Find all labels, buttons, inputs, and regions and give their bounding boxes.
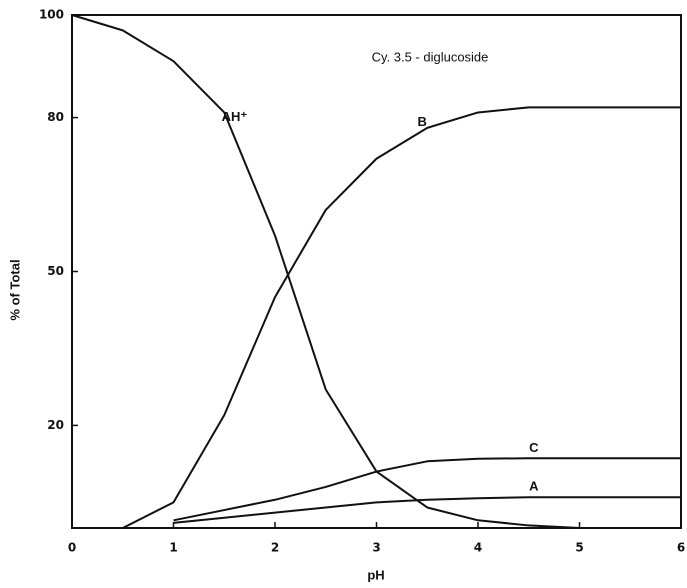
y-tick-label: 50 (47, 264, 64, 278)
series-line (72, 15, 580, 528)
series-label: A (529, 478, 539, 493)
y-axis-label: % of Total (7, 259, 22, 320)
x-tick-label: 2 (271, 541, 279, 555)
y-tick-label: 20 (47, 418, 64, 432)
series-label: B (417, 114, 426, 129)
series-line (123, 107, 681, 528)
x-tick-label: 3 (372, 541, 380, 555)
chart: Cy. 3.5 - diglucoside pH % of Total 2050… (0, 0, 687, 588)
series-line (174, 458, 682, 520)
y-tick-label: 100 (39, 8, 64, 22)
series-line (174, 497, 682, 523)
y-tick-label: 80 (47, 110, 64, 124)
x-tick-label: 6 (677, 541, 685, 555)
x-tick-label: 5 (575, 541, 583, 555)
plot-frame (72, 15, 681, 528)
x-tick-label: 1 (169, 541, 177, 555)
x-tick-label: 4 (474, 541, 482, 555)
series-label: C (529, 440, 539, 455)
series-label: AH⁺ (222, 109, 248, 124)
x-tick-label: 0 (68, 541, 76, 555)
x-axis-label: pH (367, 567, 384, 582)
annotation: Cy. 3.5 - diglucoside (372, 49, 489, 64)
